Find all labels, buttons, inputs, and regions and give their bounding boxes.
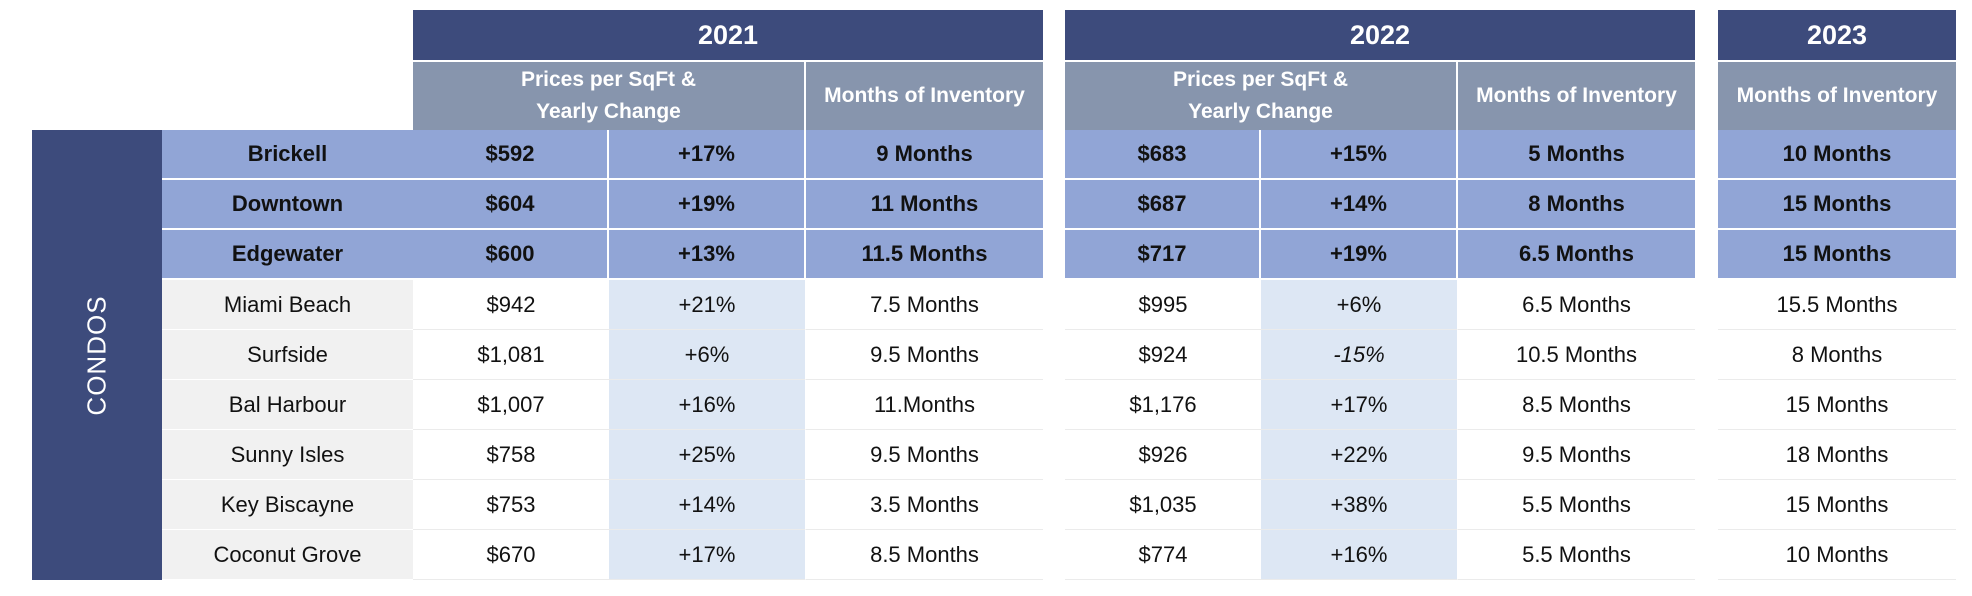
cell-p22: $683 bbox=[1065, 130, 1261, 180]
cell-m21: 7.5 Months bbox=[806, 280, 1043, 330]
row-neighborhood-name: Edgewater bbox=[162, 230, 413, 280]
cell-c21: +19% bbox=[609, 180, 806, 230]
cell-m21: 11.5 Months bbox=[806, 230, 1043, 280]
cell-m22: 8.5 Months bbox=[1458, 380, 1695, 430]
cell-m22: 9.5 Months bbox=[1458, 430, 1695, 480]
cell-p21: $753 bbox=[413, 480, 609, 530]
cell-m22: 5.5 Months bbox=[1458, 480, 1695, 530]
cell-m22: 10.5 Months bbox=[1458, 330, 1695, 380]
header-price-line2: Yearly Change bbox=[1188, 100, 1333, 123]
cell-p22: $995 bbox=[1065, 280, 1261, 330]
cell-p21: $942 bbox=[413, 280, 609, 330]
cell-m21: 9 Months bbox=[806, 130, 1043, 180]
cell-p22: $924 bbox=[1065, 330, 1261, 380]
condos-side-label: CONDOS bbox=[32, 130, 162, 580]
header-inventory-2022: Months of Inventory bbox=[1458, 62, 1695, 130]
cell-p22: $717 bbox=[1065, 230, 1261, 280]
cell-p21: $758 bbox=[413, 430, 609, 480]
cell-c22: +19% bbox=[1261, 230, 1458, 280]
cell-m23: 15 Months bbox=[1718, 380, 1956, 430]
header-price-line1: Prices per SqFt & bbox=[1172, 68, 1349, 91]
cell-p21: $1,007 bbox=[413, 380, 609, 430]
cell-c21: +17% bbox=[609, 130, 806, 180]
condos-label-text: CONDOS bbox=[81, 294, 112, 416]
cell-c22: +16% bbox=[1261, 530, 1458, 580]
cell-p22: $1,035 bbox=[1065, 480, 1261, 530]
year-header-2021: 2021 bbox=[413, 10, 1043, 60]
cell-m23: 15.5 Months bbox=[1718, 280, 1956, 330]
cell-m22: 6.5 Months bbox=[1458, 280, 1695, 330]
header-inventory-2023: Months of Inventory bbox=[1718, 62, 1956, 130]
row-neighborhood-name: Coconut Grove bbox=[162, 530, 413, 580]
cell-p22: $687 bbox=[1065, 180, 1261, 230]
cell-p22: $774 bbox=[1065, 530, 1261, 580]
year-header-2022: 2022 bbox=[1065, 10, 1695, 60]
cell-c22: +17% bbox=[1261, 380, 1458, 430]
cell-m23: 15 Months bbox=[1718, 180, 1956, 230]
cell-c21: +17% bbox=[609, 530, 806, 580]
cell-m21: 9.5 Months bbox=[806, 330, 1043, 380]
header-price-2021: Prices per SqFt & Yearly Change bbox=[413, 62, 806, 130]
cell-m21: 9.5 Months bbox=[806, 430, 1043, 480]
cell-c21: +25% bbox=[609, 430, 806, 480]
cell-p21: $670 bbox=[413, 530, 609, 580]
cell-c21: +21% bbox=[609, 280, 806, 330]
cell-m21: 8.5 Months bbox=[806, 530, 1043, 580]
cell-p22: $1,176 bbox=[1065, 380, 1261, 430]
cell-c22: +14% bbox=[1261, 180, 1458, 230]
cell-m23: 18 Months bbox=[1718, 430, 1956, 480]
cell-p21: $592 bbox=[413, 130, 609, 180]
cell-c21: +6% bbox=[609, 330, 806, 380]
cell-c22: +15% bbox=[1261, 130, 1458, 180]
cell-p21: $604 bbox=[413, 180, 609, 230]
cell-c21: +14% bbox=[609, 480, 806, 530]
cell-m22: 5.5 Months bbox=[1458, 530, 1695, 580]
row-neighborhood-name: Key Biscayne bbox=[162, 480, 413, 530]
cell-c22: +38% bbox=[1261, 480, 1458, 530]
cell-p21: $600 bbox=[413, 230, 609, 280]
header-price-line1: Prices per SqFt & bbox=[520, 68, 697, 91]
cell-m23: 10 Months bbox=[1718, 130, 1956, 180]
year-header-2023: 2023 bbox=[1718, 10, 1956, 60]
row-neighborhood-name: Downtown bbox=[162, 180, 413, 230]
cell-m23: 15 Months bbox=[1718, 480, 1956, 530]
header-price-2022: Prices per SqFt & Yearly Change bbox=[1065, 62, 1458, 130]
cell-m23: 15 Months bbox=[1718, 230, 1956, 280]
header-price-line2: Yearly Change bbox=[536, 100, 681, 123]
row-neighborhood-name: Bal Harbour bbox=[162, 380, 413, 430]
cell-m22: 6.5 Months bbox=[1458, 230, 1695, 280]
cell-m22: 5 Months bbox=[1458, 130, 1695, 180]
cell-c21: +16% bbox=[609, 380, 806, 430]
cell-m22: 8 Months bbox=[1458, 180, 1695, 230]
cell-c22: -15% bbox=[1261, 330, 1458, 380]
cell-c22: +6% bbox=[1261, 280, 1458, 330]
header-inventory-2021: Months of Inventory bbox=[806, 62, 1043, 130]
cell-m23: 10 Months bbox=[1718, 530, 1956, 580]
cell-c22: +22% bbox=[1261, 430, 1458, 480]
cell-m21: 11 Months bbox=[806, 180, 1043, 230]
cell-m21: 11.Months bbox=[806, 380, 1043, 430]
row-neighborhood-name: Surfside bbox=[162, 330, 413, 380]
cell-m21: 3.5 Months bbox=[806, 480, 1043, 530]
cell-m23: 8 Months bbox=[1718, 330, 1956, 380]
cell-p22: $926 bbox=[1065, 430, 1261, 480]
row-neighborhood-name: Sunny Isles bbox=[162, 430, 413, 480]
row-neighborhood-name: Miami Beach bbox=[162, 280, 413, 330]
cell-c21: +13% bbox=[609, 230, 806, 280]
cell-p21: $1,081 bbox=[413, 330, 609, 380]
row-neighborhood-name: Brickell bbox=[162, 130, 413, 180]
